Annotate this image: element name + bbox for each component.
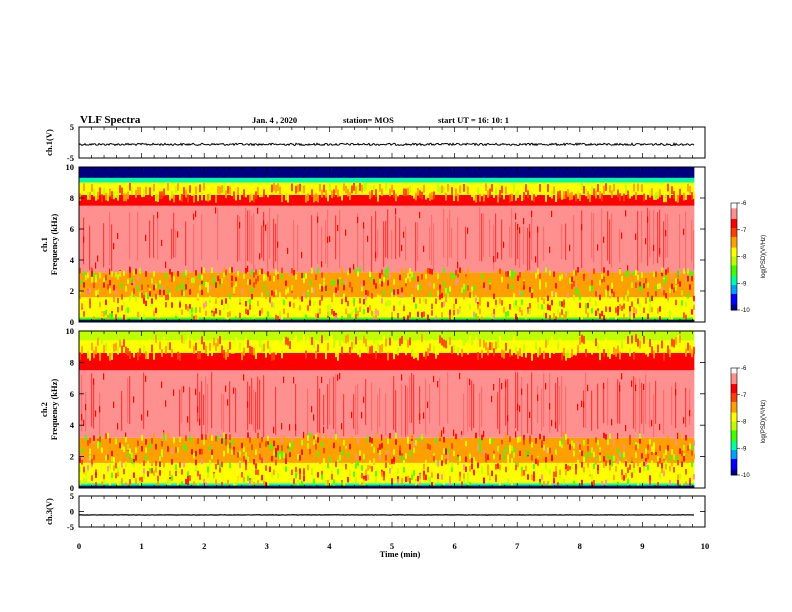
x-tick-label: 0 bbox=[77, 541, 81, 551]
spec2-ytick-label: 2 bbox=[70, 452, 74, 462]
x-axis-label: Time (min) bbox=[380, 549, 421, 559]
spec1-ytick-label: 8 bbox=[70, 193, 74, 203]
cbar1-tick-label: -8 bbox=[741, 255, 747, 261]
spec1-ytick-label: 6 bbox=[70, 224, 74, 234]
spec1-ytick-label: 2 bbox=[70, 286, 74, 296]
spec2-band bbox=[79, 370, 695, 438]
x-tick-label: 9 bbox=[640, 541, 644, 551]
spec2-ytick-label: 10 bbox=[66, 326, 75, 336]
spec2-ylabel-channel: ch.2 bbox=[39, 402, 49, 417]
spec1-band bbox=[79, 194, 695, 206]
ch1-spectrogram-panel: 0 2 4 6 8 10 ch.1 Frequency (kHz) bbox=[39, 162, 706, 327]
ch3-ytick-label: 0 bbox=[70, 507, 74, 517]
cbar2-label: log(PSD)(V²/Hz) bbox=[761, 400, 767, 443]
spec2-ytick-label: 6 bbox=[70, 389, 74, 399]
cbar2-tick-label: -7 bbox=[741, 393, 747, 399]
ch1-ytick-label: -5 bbox=[67, 153, 74, 163]
ch1-trace bbox=[78, 142, 695, 147]
spec2-band bbox=[79, 352, 695, 371]
ch3-ytick-label: 5 bbox=[70, 491, 74, 501]
spec2-band bbox=[79, 331, 695, 341]
cbar2-tick-label: -10 bbox=[741, 473, 750, 479]
cbar1-tick-label: -9 bbox=[741, 281, 747, 287]
ch2-colorbar: -6 -7 -8 -9 -10 log(PSD)(V²/Hz) bbox=[730, 366, 767, 479]
x-tick-label: 4 bbox=[327, 541, 332, 551]
spec2-ytick-label: 4 bbox=[70, 420, 75, 430]
spec1-ylabel-frequency: Frequency (kHz) bbox=[49, 214, 59, 276]
spec1-ytick-label: 4 bbox=[70, 255, 75, 265]
ch1-waveform-panel: 5 -5 ch.1(V) bbox=[44, 122, 706, 163]
ch2-spectrogram-panel: 0 2 4 6 8 10 ch.2 Frequency (kHz) bbox=[39, 326, 706, 493]
spec2-ytick-label: 8 bbox=[70, 357, 74, 367]
ch3-waveform-panel: 5 0 -5 ch.3(V) bbox=[44, 491, 706, 532]
x-tick-label: 6 bbox=[452, 541, 456, 551]
x-tick-label: 1 bbox=[139, 541, 143, 551]
spec1-ytick-label: 0 bbox=[70, 317, 74, 327]
x-tick-label: 8 bbox=[578, 541, 582, 551]
spec1-ytick-label: 10 bbox=[66, 162, 75, 172]
spec1-ylabel-channel: ch.1 bbox=[39, 237, 49, 252]
x-tick-label: 5 bbox=[390, 541, 394, 551]
cbar1-tick-label: -10 bbox=[741, 308, 750, 314]
cbar1-tick-label: -6 bbox=[741, 201, 747, 207]
x-tick-label: 7 bbox=[515, 541, 520, 551]
figure-title: VLF Spectra bbox=[80, 114, 141, 126]
ch3-ylabel: ch.3(V) bbox=[44, 498, 54, 525]
spec1-band bbox=[79, 177, 695, 183]
station-label: station= MOS bbox=[343, 115, 394, 125]
cbar2-tick-label: -9 bbox=[741, 446, 747, 452]
x-tick-label: 10 bbox=[701, 541, 710, 551]
spec1-band bbox=[79, 297, 695, 318]
x-tick-label: 2 bbox=[202, 541, 206, 551]
time-axis: 0 1 2 3 4 5 6 7 8 9 10 bbox=[77, 541, 709, 551]
start-time-label: start UT = 16: 10: 1 bbox=[438, 115, 509, 125]
ch1-ytick-label: 5 bbox=[70, 122, 74, 132]
ch1-colorbar: -6 -7 -8 -9 -10 log(PSD)(V²/Hz) bbox=[730, 201, 767, 314]
spec2-ytick-label: 0 bbox=[70, 483, 74, 493]
ch3-ytick-label: -5 bbox=[67, 522, 74, 532]
cbar1-label: log(PSD)(V²/Hz) bbox=[761, 235, 767, 278]
cbar1-tick-label: -7 bbox=[741, 228, 747, 234]
cbar2-tick-label: -8 bbox=[741, 420, 747, 426]
spec2-ylabel-frequency: Frequency (kHz) bbox=[49, 379, 59, 441]
date-label: Jan. 4 , 2020 bbox=[252, 115, 297, 125]
x-tick-label: 3 bbox=[265, 541, 269, 551]
ch1-ylabel: ch.1(V) bbox=[44, 129, 54, 156]
cbar2-tick-label: -6 bbox=[741, 366, 747, 372]
spec1-band bbox=[79, 167, 695, 178]
